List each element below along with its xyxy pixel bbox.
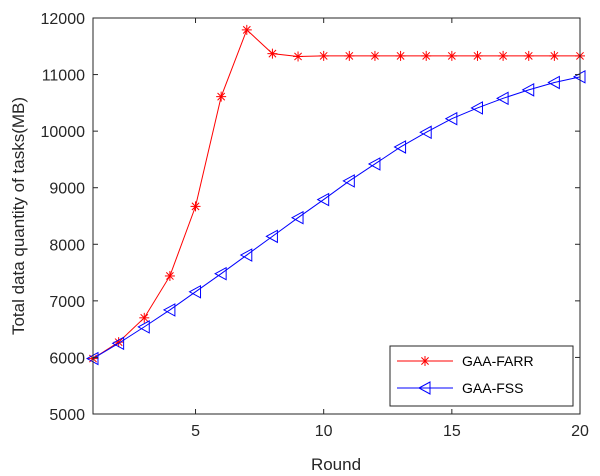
data-point-gaa-farr xyxy=(318,50,329,61)
data-point-gaa-fss xyxy=(419,125,432,140)
data-point-gaa-farr xyxy=(241,24,252,35)
series-line-gaa-fss xyxy=(92,76,581,359)
legend-marker-icon xyxy=(417,381,431,395)
y-tick-label: 8000 xyxy=(49,237,85,254)
x-tick-label: 15 xyxy=(443,423,461,440)
series-gaa-fss xyxy=(85,69,586,366)
data-point-gaa-fss xyxy=(444,111,458,126)
plot-frame xyxy=(92,17,581,415)
x-tick-label: 5 xyxy=(191,423,200,440)
data-point-gaa-fss xyxy=(214,266,227,281)
series-layer xyxy=(85,24,586,366)
data-point-gaa-fss xyxy=(162,303,176,317)
data-point-gaa-fss xyxy=(111,336,125,351)
data-point-gaa-farr xyxy=(164,270,175,281)
y-tick-label: 9000 xyxy=(49,181,85,198)
data-point-gaa-farr xyxy=(293,51,304,62)
data-point-gaa-farr xyxy=(498,50,509,61)
data-point-gaa-farr xyxy=(369,50,380,61)
data-point-gaa-fss xyxy=(470,101,483,115)
data-point-gaa-farr xyxy=(267,48,278,59)
data-point-gaa-fss xyxy=(291,210,304,225)
legend-label-gaa-fss: GAA-FSS xyxy=(462,380,523,396)
data-point-gaa-farr xyxy=(446,50,457,61)
legend: GAA-FARR GAA-FSS xyxy=(389,345,574,407)
x-axis-title: Round xyxy=(311,455,361,474)
data-point-gaa-fss xyxy=(393,140,407,154)
data-point-gaa-fss xyxy=(367,157,381,171)
y-tick-label: 12000 xyxy=(41,11,86,28)
legend-marker-icon xyxy=(420,356,430,366)
x-tick-label: 10 xyxy=(315,423,333,440)
legend-marker-gaa-farr xyxy=(420,356,430,366)
x-tick-label: 20 xyxy=(571,423,589,440)
data-point-gaa-farr xyxy=(344,50,355,61)
y-tick-label: 10000 xyxy=(41,124,86,141)
data-point-gaa-fss xyxy=(265,229,278,244)
data-point-gaa-fss xyxy=(137,320,150,334)
y-tick-label: 5000 xyxy=(49,407,85,424)
data-point-gaa-fss xyxy=(496,91,509,106)
data-point-gaa-farr xyxy=(395,50,406,61)
data-point-gaa-farr xyxy=(472,50,483,61)
data-point-gaa-farr xyxy=(421,50,432,61)
data-point-gaa-fss xyxy=(547,75,560,90)
data-point-gaa-farr xyxy=(549,50,560,61)
data-point-gaa-farr xyxy=(190,201,201,212)
y-tick-label: 7000 xyxy=(49,294,85,311)
y-tick-label: 6000 xyxy=(49,350,85,367)
y-axis-title: Total data quantity of tasks(MB) xyxy=(9,97,28,335)
data-point-gaa-fss xyxy=(521,83,535,97)
data-point-gaa-fss xyxy=(239,248,253,262)
data-point-gaa-fss xyxy=(316,192,330,207)
legend-box xyxy=(389,345,574,407)
axes-layer xyxy=(92,17,581,415)
data-point-gaa-farr xyxy=(216,91,227,102)
data-point-gaa-fss xyxy=(188,284,202,299)
y-tick-label: 11000 xyxy=(42,68,85,85)
ticks-layer: 5 10 15 20 5000 6000 7000 8000 9000 10000 11000 120… xyxy=(41,11,590,440)
legend-label-gaa-farr: GAA-FARR xyxy=(462,353,534,369)
legend-marker-gaa-fss xyxy=(417,381,431,395)
data-point-gaa-fss xyxy=(342,174,355,188)
data-point-gaa-farr xyxy=(139,312,150,323)
data-point-gaa-farr xyxy=(523,50,534,61)
